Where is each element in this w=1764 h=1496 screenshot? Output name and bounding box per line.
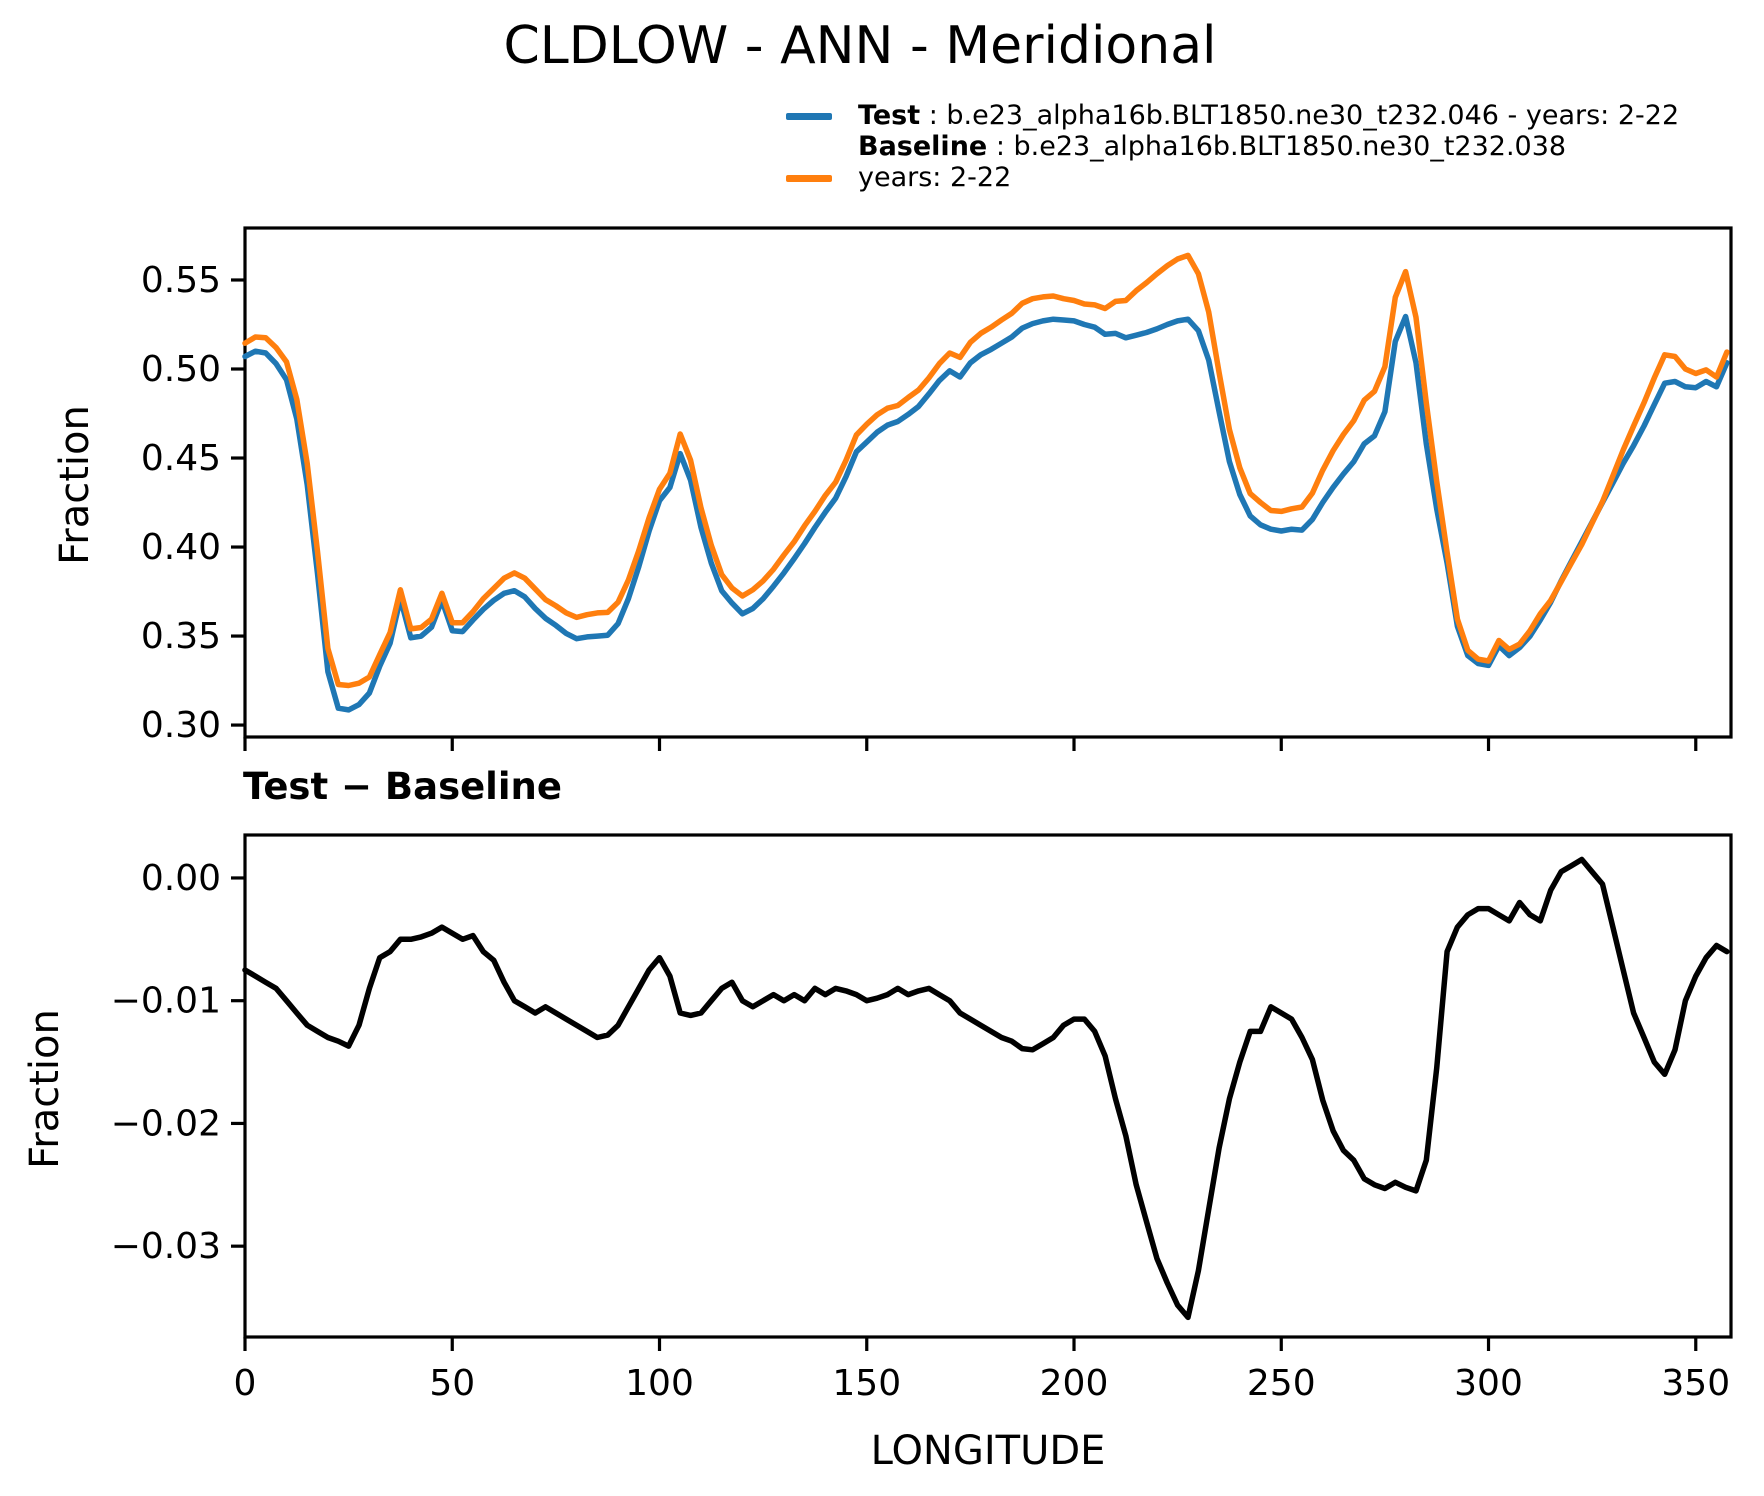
x-tick-label: 100 <box>625 1363 694 1404</box>
legend-text-test: : b.e23_alpha16b.BLT1850.ne30_t232.046 -… <box>920 100 1680 131</box>
legend: Test : b.e23_alpha16b.BLT1850.ne30_t232.… <box>786 100 1679 193</box>
top-plot: 0.30 0.35 0.40 0.45 0.50 0.55 <box>141 226 1733 751</box>
top-plot-ylabel: Fraction <box>52 405 98 565</box>
bottom-plot: 0 50 100 150 200 250 300 350 0.00 −0.01 −0.02 −0.03 <box>111 833 1733 1404</box>
figure-title: CLDLOW - ANN - Meridional <box>503 16 1217 76</box>
y-tick-label: −0.03 <box>111 1226 221 1267</box>
x-tick-label: 0 <box>234 1363 257 1404</box>
x-tick-label: 150 <box>832 1363 901 1404</box>
x-tick-label: 350 <box>1661 1363 1730 1404</box>
legend-label-baseline: Baseline <box>858 131 988 162</box>
y-tick-label: 0.45 <box>141 438 221 479</box>
y-tick-label: 0.55 <box>141 260 221 301</box>
legend-entry-baseline: Baseline : b.e23_alpha16b.BLT1850.ne30_t… <box>786 131 1679 193</box>
y-tick-label: −0.01 <box>111 981 221 1022</box>
x-tick-label: 50 <box>429 1363 475 1404</box>
bottom-plot-title: Test − Baseline <box>243 765 562 808</box>
test-line-swatch <box>786 113 832 120</box>
top-plot-frame <box>243 226 1733 739</box>
legend-text-baseline-years: years: 2-22 <box>858 162 1012 193</box>
x-axis-label: LONGITUDE <box>870 1428 1106 1474</box>
x-tick-label: 300 <box>1454 1363 1523 1404</box>
baseline-line-swatch <box>786 175 832 182</box>
top-curve-test <box>242 313 1730 713</box>
bottom-plot-ylabel: Fraction <box>22 1009 68 1169</box>
y-tick-label: 0.30 <box>141 705 221 746</box>
bottom-curve-test-baseline <box>242 856 1730 1321</box>
bottom-plot-frame <box>243 833 1733 1339</box>
y-tick-label: −0.02 <box>111 1103 221 1144</box>
legend-entry-test: Test : b.e23_alpha16b.BLT1850.ne30_t232.… <box>786 100 1679 131</box>
x-tick-label: 200 <box>1040 1363 1109 1404</box>
legend-text-baseline: : b.e23_alpha16b.BLT1850.ne30_t232.038 <box>987 131 1567 162</box>
x-tick-label: 250 <box>1247 1363 1316 1404</box>
top-curve-baseline <box>242 252 1730 689</box>
y-tick-label: 0.00 <box>141 858 221 899</box>
y-tick-label: 0.40 <box>141 527 221 568</box>
y-tick-label: 0.50 <box>141 349 221 390</box>
y-tick-label: 0.35 <box>141 616 221 657</box>
legend-label-test: Test <box>858 100 921 131</box>
